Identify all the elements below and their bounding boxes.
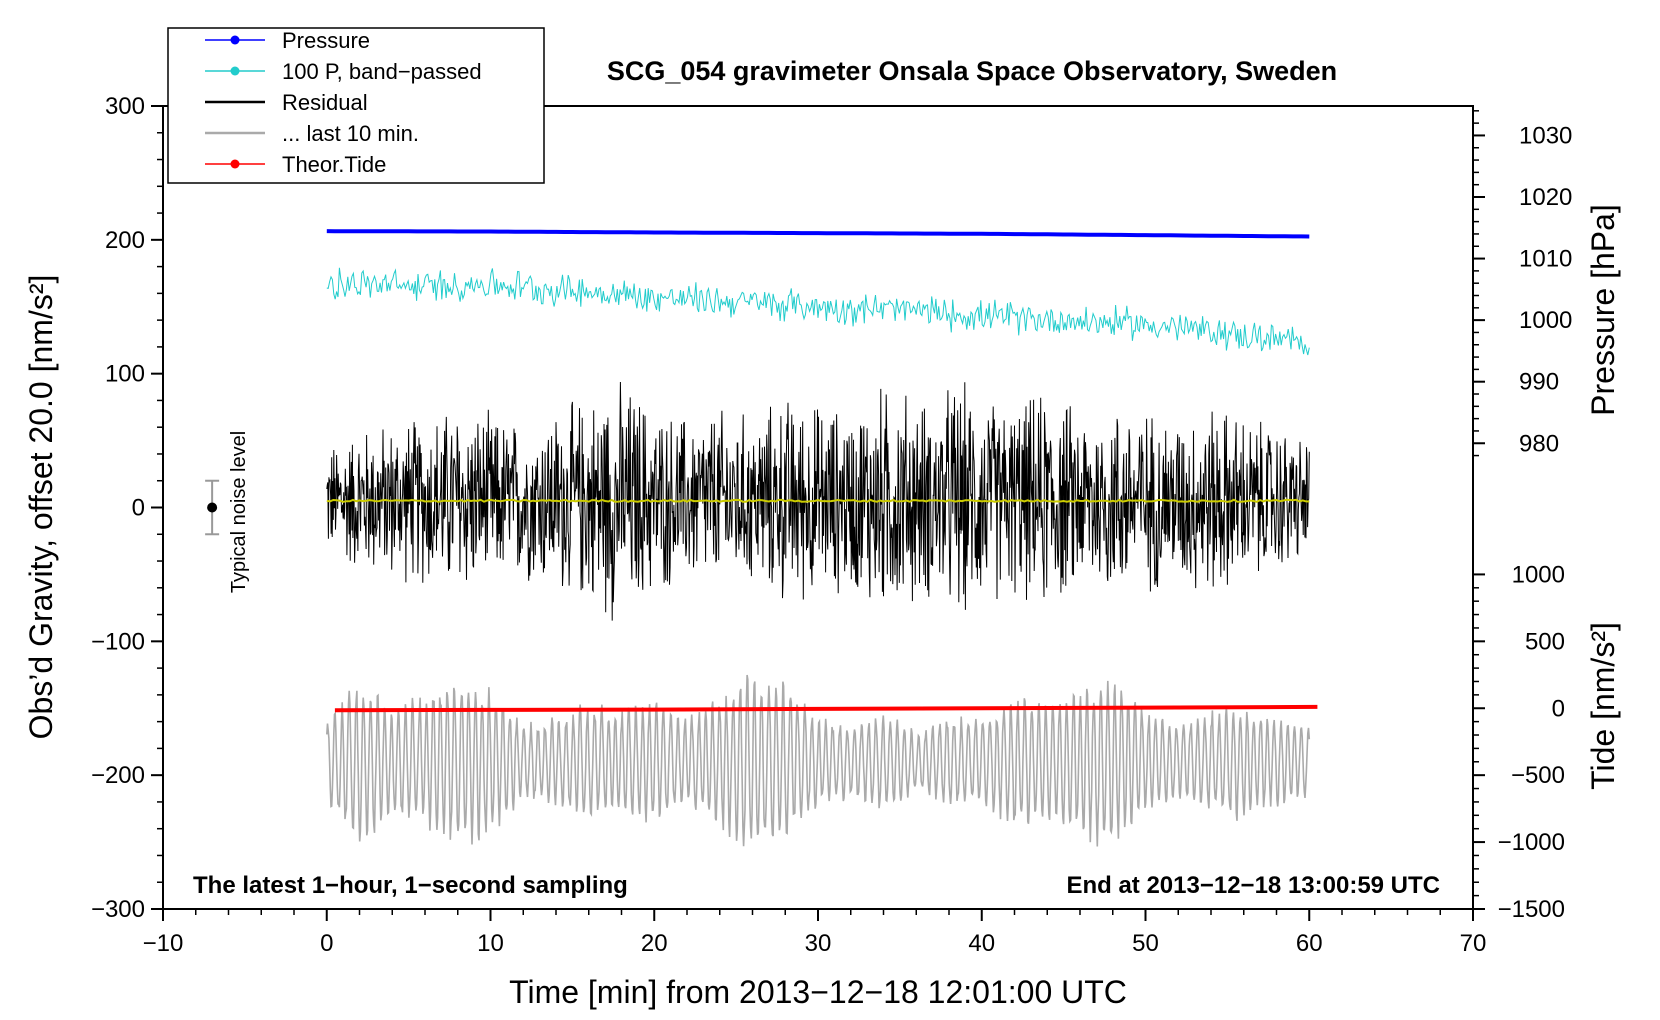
pressure-tick-label: 990 bbox=[1519, 369, 1559, 396]
pressure-tick-label: 1000 bbox=[1519, 307, 1572, 334]
y-tick-label: 0 bbox=[132, 495, 145, 522]
y-axis-title-gravity: Obs’d Gravity, offset 20.0 [nm/s²] bbox=[23, 275, 59, 740]
x-tick-label: 20 bbox=[641, 930, 668, 957]
y-axis-pressure: 980 990 1000 1010 1020 1030 bbox=[1473, 110, 1572, 457]
series-theor-tide bbox=[334, 704, 1318, 713]
legend-label: 100 P, band−passed bbox=[282, 59, 482, 84]
legend-marker bbox=[230, 159, 240, 169]
y-tick-label: 300 bbox=[105, 93, 145, 120]
pressure-tick-label: 1030 bbox=[1519, 122, 1572, 149]
tide-tick-label: 500 bbox=[1525, 628, 1565, 655]
tide-tick-label: −1000 bbox=[1498, 829, 1565, 856]
noise-label: Typical noise level bbox=[228, 431, 250, 593]
y-tick-label: −200 bbox=[91, 762, 145, 789]
y-tick-label: 200 bbox=[105, 227, 145, 254]
x-tick-label: 10 bbox=[477, 930, 504, 957]
x-tick-label: 50 bbox=[1132, 930, 1159, 957]
y-axis-title-pressure: Pressure [hPa] bbox=[1585, 204, 1621, 416]
legend-label: ... last 10 min. bbox=[282, 121, 419, 146]
noise-bar-center-dot bbox=[207, 502, 218, 513]
x-tick-label: 60 bbox=[1296, 930, 1323, 957]
tide-tick-label: 0 bbox=[1552, 695, 1565, 722]
annotation-end-time: End at 2013−12−18 13:00:59 UTC bbox=[1066, 872, 1440, 899]
x-tick-label: −10 bbox=[143, 930, 184, 957]
series-band-passed-pressure bbox=[326, 267, 1310, 356]
y-axis-tide: −1500 −1000 −500 0 500 1000 bbox=[1473, 561, 1565, 923]
legend-label: Pressure bbox=[282, 28, 370, 53]
x-tick-label: 0 bbox=[320, 930, 333, 957]
x-tick-label: 30 bbox=[805, 930, 832, 957]
series-last-10-min bbox=[326, 674, 1311, 847]
chart-title: SCG_054 gravimeter Onsala Space Observat… bbox=[607, 56, 1337, 86]
x-tick-label: 40 bbox=[968, 930, 995, 957]
y-tick-label: 100 bbox=[105, 361, 145, 388]
tide-tick-label: −500 bbox=[1511, 762, 1565, 789]
legend: Pressure 100 P, band−passed Residual ... la… bbox=[167, 27, 545, 184]
legend-box bbox=[167, 27, 545, 184]
legend-marker bbox=[230, 66, 240, 76]
noise-indicator: Typical noise level bbox=[205, 431, 250, 593]
y-axis-title-tide: Tide [nm/s²] bbox=[1585, 622, 1621, 790]
legend-marker bbox=[230, 35, 240, 45]
y-axis-gravity: −300 −200 −100 0 100 200 300 bbox=[91, 93, 163, 923]
series-residual bbox=[326, 381, 1310, 621]
series-layer bbox=[326, 229, 1318, 847]
tide-tick-label: 1000 bbox=[1512, 561, 1565, 588]
pressure-tick-label: 980 bbox=[1519, 430, 1559, 457]
series-residual-smoothed bbox=[326, 498, 1310, 503]
y-tick-label: −300 bbox=[91, 896, 145, 923]
pressure-tick-label: 1010 bbox=[1519, 246, 1572, 273]
legend-label: Theor.Tide bbox=[282, 152, 386, 177]
pressure-tick-label: 1020 bbox=[1519, 184, 1572, 211]
x-tick-label: 70 bbox=[1460, 930, 1487, 957]
x-axis: −10 0 10 20 30 40 50 60 70 bbox=[143, 909, 1487, 957]
tide-tick-label: −1500 bbox=[1498, 896, 1565, 923]
x-axis-title: Time [min] from 2013−12−18 12:01:00 UTC bbox=[509, 974, 1127, 1010]
y-tick-label: −100 bbox=[91, 628, 145, 655]
series-pressure bbox=[326, 229, 1310, 239]
legend-label: Residual bbox=[282, 90, 368, 115]
annotation-sampling: The latest 1−hour, 1−second sampling bbox=[193, 872, 628, 899]
